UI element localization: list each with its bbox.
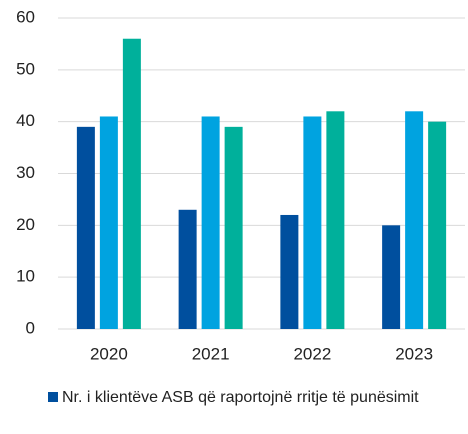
bar: [201, 116, 220, 329]
y-tick-label: 60: [16, 7, 35, 26]
bar: [382, 225, 401, 329]
bar: [76, 126, 95, 329]
legend-label: Nr. i klientëve ASB që raportojnë rritje…: [62, 389, 419, 406]
chart: 0 10 20 30 40 50 60 2020 2021 2022 2023: [16, 7, 465, 363]
bar: [405, 111, 424, 329]
bar: [280, 214, 299, 329]
bar: [428, 121, 447, 330]
bar: [178, 209, 197, 329]
x-tick-label: 2022: [293, 344, 331, 363]
bar: [303, 116, 322, 329]
y-tick-label: 50: [16, 59, 35, 78]
legend: Nr. i klientëve ASB që raportojnë rritje…: [48, 388, 458, 408]
x-tick-label: 2020: [90, 344, 128, 363]
y-tick-label: 20: [16, 215, 35, 234]
bar: [224, 126, 243, 329]
x-tick-label: 2021: [192, 344, 230, 363]
bar: [326, 111, 345, 329]
y-tick-label: 30: [16, 163, 35, 182]
x-tick-label: 2023: [395, 344, 433, 363]
bar: [122, 38, 141, 329]
y-tick-label: 10: [16, 267, 35, 286]
bar: [99, 116, 118, 329]
y-tick-label: 0: [26, 318, 35, 337]
y-tick-label: 40: [16, 111, 35, 130]
legend-swatch: [48, 392, 58, 402]
